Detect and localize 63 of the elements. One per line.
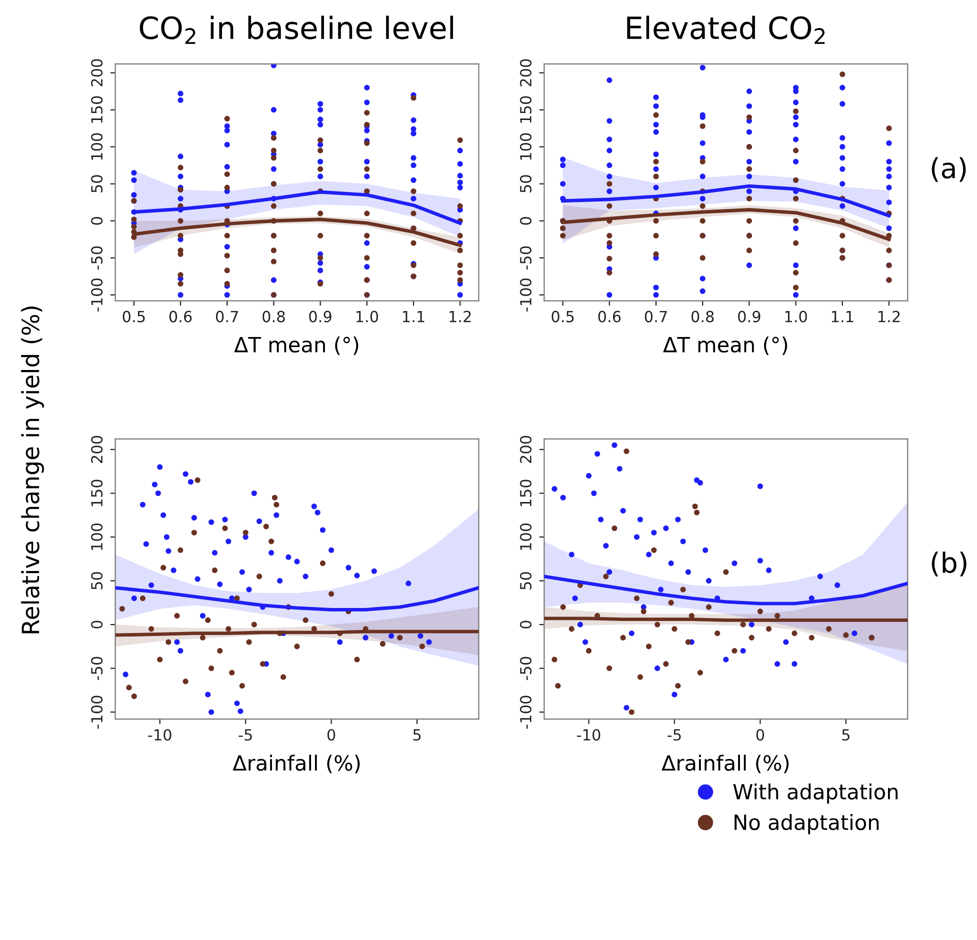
x-tick-label: 0.8 xyxy=(691,310,714,322)
chart-title: CO$_{2}$ in baseline level xyxy=(140,16,454,44)
x-tick-label: 0 xyxy=(756,729,764,741)
y-tick-label: -50 xyxy=(520,246,532,270)
y-tick-label: 150 xyxy=(520,96,532,123)
y-tick-label: 200 xyxy=(91,59,103,86)
y-tick-label: 0 xyxy=(91,217,103,225)
text: (a) xyxy=(932,157,966,182)
x-tick-label: 0.5 xyxy=(122,310,145,322)
x-tick-label: 0 xyxy=(327,729,336,741)
x-tick-label: 0.5 xyxy=(552,310,574,322)
y-tick-label: 100 xyxy=(520,133,532,160)
y-tick-label: 0 xyxy=(520,217,532,225)
x-tick-label: 5 xyxy=(842,729,850,741)
y-tick-label: 0 xyxy=(520,620,532,628)
x-tick-label: 0.7 xyxy=(216,310,238,322)
x-tick-label: 1.0 xyxy=(785,310,807,322)
x-tick-label: -10 xyxy=(148,729,172,741)
x-tick-label: 0.9 xyxy=(738,310,760,322)
x-tick-label: 1.2 xyxy=(450,310,471,322)
chart-title: Elevated CO$_{2}$ xyxy=(627,16,825,44)
y-tick-label: -100 xyxy=(91,696,103,729)
x-tick-label: 0.9 xyxy=(309,310,332,322)
y-tick-label: 50 xyxy=(520,175,532,192)
y-tick-label: 150 xyxy=(520,480,532,506)
y-tick-label: -100 xyxy=(520,696,532,729)
y-tick-label: 50 xyxy=(91,175,103,192)
x-tick-label: 0.7 xyxy=(644,310,667,322)
x-axis-title: ΔT mean (°) xyxy=(663,336,788,355)
y-tick-label: -100 xyxy=(91,278,103,312)
y-tick-label: 200 xyxy=(91,436,103,463)
x-tick-label: 5 xyxy=(413,729,421,741)
x-axis-title: ΔT mean (°) xyxy=(234,336,358,355)
x-tick-label: -5 xyxy=(238,729,252,741)
y-tick-label: -50 xyxy=(91,246,103,270)
x-tick-label: 0.8 xyxy=(262,310,285,322)
x-tick-label: 0.6 xyxy=(598,310,621,322)
y-tick-label: -100 xyxy=(520,278,532,312)
y-tick-label: 150 xyxy=(91,480,103,506)
y-tick-label: 0 xyxy=(91,620,103,628)
text: (b) xyxy=(932,552,966,576)
y-tick-label: 100 xyxy=(520,523,532,550)
y-tick-label: -50 xyxy=(520,656,532,680)
x-axis-title: Δrainfall (%) xyxy=(232,754,360,774)
legend-label: With adaptation xyxy=(733,783,898,804)
x-tick-label: -5 xyxy=(668,729,681,741)
legend-label: No adaptation xyxy=(734,814,879,834)
y-tick-label: 100 xyxy=(91,133,103,160)
x-tick-label: 0.6 xyxy=(169,310,192,322)
x-axis-title: Δrainfall (%) xyxy=(662,754,789,774)
x-tick-label: 1.1 xyxy=(832,310,854,322)
y-axis-title: Relative change in yield (%) xyxy=(21,306,44,634)
y-tick-label: 200 xyxy=(520,436,532,463)
y-tick-label: 50 xyxy=(91,572,103,590)
x-tick-label: 1.0 xyxy=(356,310,378,322)
y-tick-label: 50 xyxy=(520,572,532,590)
y-tick-label: -50 xyxy=(91,656,103,680)
y-tick-label: 200 xyxy=(520,59,532,86)
x-tick-label: 1.1 xyxy=(403,310,424,322)
x-tick-label: -10 xyxy=(577,729,600,741)
y-tick-label: 100 xyxy=(91,523,103,550)
y-tick-label: 150 xyxy=(91,96,103,123)
x-tick-label: 1.2 xyxy=(878,310,900,322)
